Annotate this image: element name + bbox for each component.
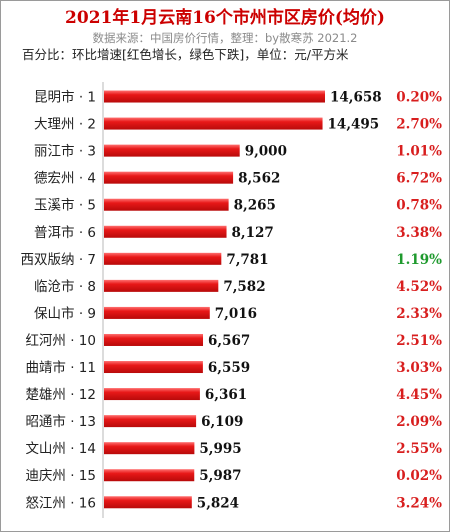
category-label: 曲靖市 · 11	[25, 359, 96, 376]
pct-change-label: 2.51%	[396, 333, 442, 349]
category-label: 西双版纳 · 7	[21, 252, 96, 268]
bar	[104, 90, 325, 103]
bar	[104, 469, 195, 482]
bar	[104, 225, 227, 238]
bar	[104, 306, 210, 319]
category-label: 普洱市 · 6	[34, 224, 96, 241]
value-label: 14,495	[328, 117, 380, 133]
value-label: 6,567	[208, 333, 250, 349]
category-label: 保山市 · 9	[34, 305, 96, 322]
category-label: 临沧市 · 8	[34, 278, 96, 295]
category-label: 丽江市 · 3	[34, 143, 96, 160]
pct-change-label: 1.01%	[396, 144, 442, 160]
value-label: 8,265	[234, 198, 276, 214]
pct-change-label: 2.09%	[396, 414, 442, 430]
bar	[104, 198, 229, 211]
pct-change-label: 3.03%	[396, 360, 442, 376]
bar	[104, 415, 197, 428]
bar	[104, 279, 219, 292]
category-label: 迪庆州 · 15	[25, 468, 96, 484]
category-label: 怒江州 · 16	[25, 495, 96, 511]
pct-change-label: 0.78%	[396, 198, 442, 214]
pct-change-label: 4.45%	[396, 387, 442, 403]
pct-change-label: 0.02%	[396, 468, 442, 484]
legend-note: 百分比：环比增速[红色增长，绿色下跌]，单位：元/平方米	[22, 47, 349, 62]
category-label: 文山州 · 14	[25, 441, 96, 457]
bar	[104, 442, 195, 455]
value-label: 6,559	[208, 360, 250, 376]
category-label: 玉溪市 · 5	[34, 197, 96, 214]
pct-change-label: 2.33%	[396, 306, 442, 322]
bar	[104, 117, 323, 130]
value-label: 5,987	[199, 468, 241, 484]
category-label: 德宏州 · 4	[34, 171, 96, 187]
pct-change-label: 1.19%	[396, 252, 442, 268]
value-label: 8,562	[238, 171, 280, 187]
pct-change-label: 3.24%	[396, 495, 442, 511]
value-label: 5,995	[199, 441, 241, 457]
bar	[104, 496, 192, 509]
pct-change-label: 3.38%	[396, 225, 442, 241]
data-source-note: 数据来源：中国房价行情，整理：by散寒苏 2021.2	[92, 31, 358, 45]
bar	[104, 333, 204, 346]
value-label: 9,000	[245, 144, 287, 160]
value-label: 14,658	[330, 90, 382, 106]
bar	[104, 252, 222, 265]
category-label: 大理州 · 2	[34, 117, 96, 133]
bar	[104, 171, 234, 184]
pct-change-label: 4.52%	[396, 279, 442, 295]
value-label: 7,781	[226, 252, 268, 268]
bar	[104, 144, 240, 157]
category-label: 昆明市 · 1	[34, 89, 96, 106]
pct-change-label: 2.55%	[396, 441, 442, 457]
chart-title: 2021年1月云南16个市州市区房价(均价)	[65, 8, 385, 28]
pct-change-label: 6.72%	[396, 171, 442, 187]
value-label: 6,361	[205, 387, 247, 403]
value-label: 8,127	[232, 225, 274, 241]
value-label: 7,582	[223, 279, 265, 295]
category-label: 红河州 · 10	[25, 333, 96, 349]
pct-change-label: 0.20%	[396, 90, 442, 106]
value-label: 5,824	[197, 495, 239, 511]
value-label: 6,109	[201, 414, 243, 430]
category-label: 昭通市 · 13	[25, 413, 96, 430]
pct-change-label: 2.70%	[396, 117, 442, 133]
category-label: 楚雄州 · 12	[25, 387, 96, 403]
value-label: 7,016	[215, 306, 257, 322]
chart-rows: 昆明市 · 1 14,658 0.20% 大理州 · 2 14,495 2.70% 丽江市 …	[21, 89, 443, 512]
bar	[104, 388, 200, 401]
bar	[104, 361, 203, 374]
